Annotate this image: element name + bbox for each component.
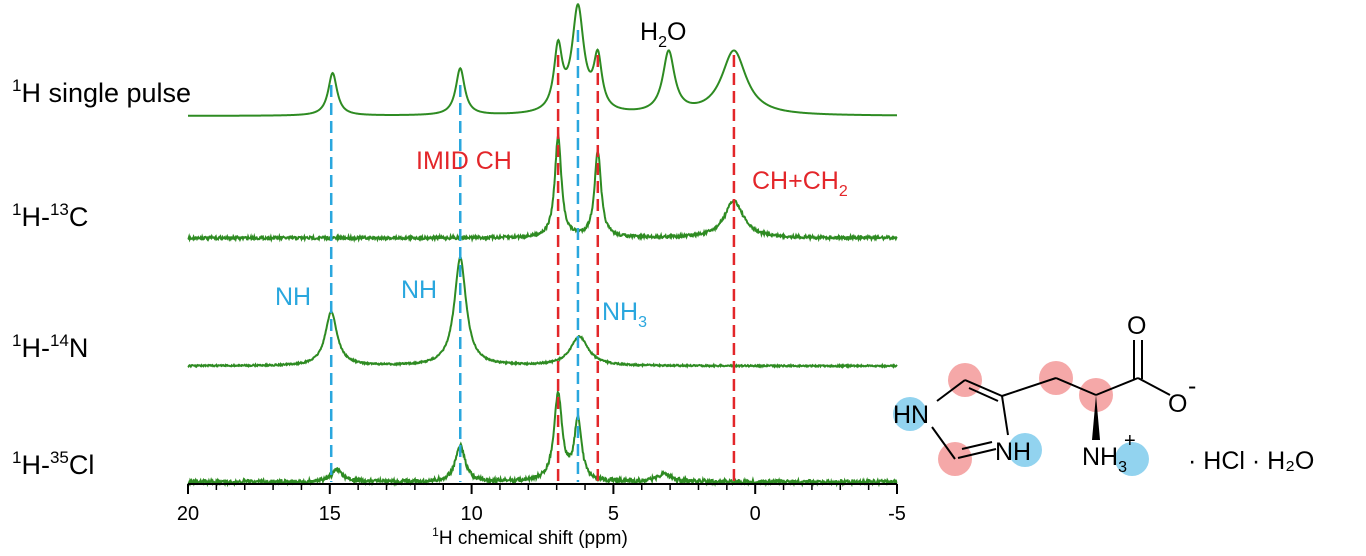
x-axis-label-sup: 1 [432,525,439,539]
bond-ring-3b [961,441,993,450]
atom-nh3-charge: + [1124,430,1136,452]
molecule-bonds [931,340,1171,460]
bond-ring-1 [964,379,1003,397]
annotation-h2o: H2O [640,18,686,51]
trace-label-2: 1H-13C [12,200,88,232]
annotation-nh-2: NH [401,276,437,304]
annotation-ch-ch2-sub: 2 [839,183,848,200]
highlight-n-hn [893,397,927,431]
wedge-bond [1092,395,1100,440]
x-ticks: 20 15 10 5 0 -5 [177,484,906,525]
x-tick-label: 0 [750,503,761,525]
x-tick-label: 15 [319,503,341,525]
annotation-nh3-sub: 3 [638,314,647,331]
bond-ch2-2 [1055,377,1097,396]
spectrum-trace-1 [188,3,898,117]
annotation-imid-ch: IMID CH [416,147,512,175]
x-tick-label: 10 [460,503,482,525]
atom-nh3-sub: 3 [1118,459,1127,476]
x-axis-label: 1H chemical shift (ppm) [432,525,628,549]
trace-label-sup1: 1 [12,200,21,219]
highlight-n-nh3 [1115,442,1149,476]
trace-label-sup1: 1 [12,448,21,467]
trace-label-1: 1H single pulse [12,76,191,108]
trace-label-nucleus: N [69,333,89,363]
atom-nh3-text: NH [1082,443,1118,471]
annotation-h2o-tail: O [667,18,686,46]
annotation-ch-ch2: CH+CH2 [752,167,848,200]
annotation-ch-ch2-text: CH+CH [752,167,839,195]
trace-label-nucleus: C [69,202,89,232]
highlight-n-nh [1008,433,1042,467]
atom-nh-ring: NH [995,438,1031,466]
x-tick-label: 20 [177,503,199,525]
spectrum-trace-2 [187,132,898,243]
spectra-group [187,3,898,488]
atom-nh3: NH3 [1082,443,1127,476]
trace-label-main: H- [21,450,50,480]
trace-label-4: 1H-35Cl [12,448,94,480]
annotations: H2O IMID CH CH+CH2 NH NH NH3 [275,18,848,331]
atom-hn-ring: HN [893,401,929,429]
x-tick-label: -5 [888,503,906,525]
annotation-h2o-sub: 2 [658,34,667,51]
trace-label-main: H- [21,333,50,363]
guide-lines [329,30,736,482]
trace-label-sup1: 1 [12,76,21,95]
annotation-h2o-text: H [640,18,658,46]
annotation-nh3-text: NH [602,298,638,326]
x-tick-label: 5 [608,503,619,525]
salt-label: · HCl · H₂O [1188,447,1314,475]
x-axis-label-text: H chemical shift (ppm) [439,528,628,549]
bond-ominus [1137,377,1171,396]
atom-o-minus-charge: - [1188,372,1196,400]
histidine-molecule: O O - HN NH NH3 + · HCl · H₂O [893,312,1314,476]
spectrum-trace-3 [187,256,898,369]
annotation-nh3: NH3 [602,298,647,331]
trace-label-sup2: 35 [50,448,69,467]
trace-label-3: 1H-14N [12,331,88,363]
bond-ring-1b [968,387,999,402]
bond-ring-2 [1001,395,1009,436]
trace-label-nucleus: Cl [69,450,95,480]
trace-label-sup2: 14 [50,331,69,350]
trace-label-sup2: 13 [50,200,69,219]
bond-ring-4 [931,426,956,460]
bond-ring-5 [936,379,966,402]
bond-ch2-1 [1001,377,1057,397]
trace-label-sup1: 1 [12,331,21,350]
bond-ring-3 [957,448,997,459]
bond-alpha-cooh [1095,377,1139,396]
trace-label-main: H single pulse [21,78,191,108]
spectrum-trace-4 [187,389,898,488]
atom-o-minus: O [1168,390,1187,418]
atom-o-top: O [1127,312,1146,340]
trace-label-main: H- [21,202,50,232]
annotation-nh-1: NH [275,283,311,311]
